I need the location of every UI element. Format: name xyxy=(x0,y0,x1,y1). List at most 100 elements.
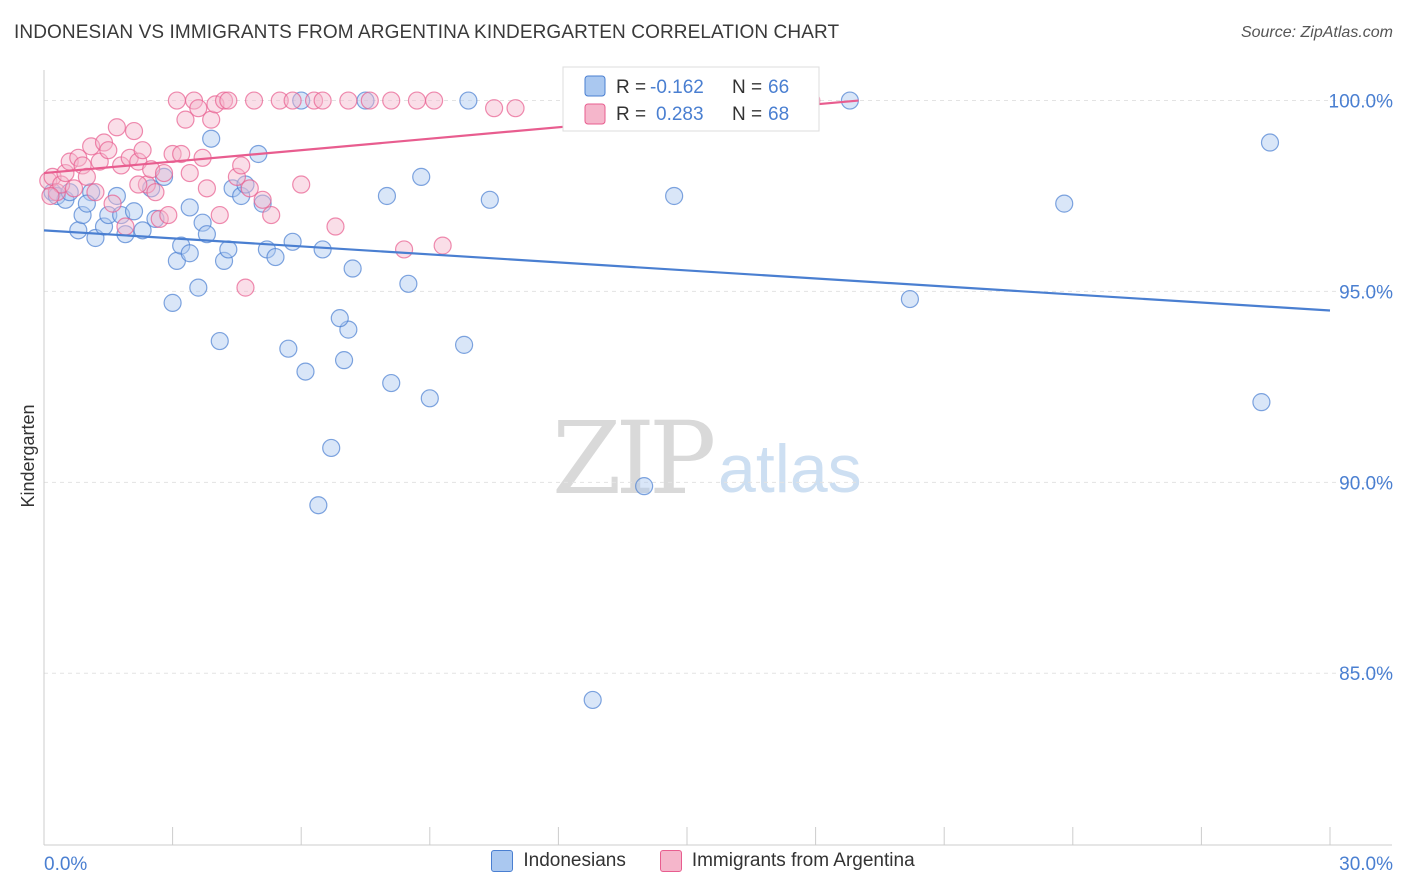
point-indonesians xyxy=(124,202,144,221)
point-indonesians xyxy=(309,496,328,515)
point-argentina xyxy=(339,91,358,110)
point-indonesians xyxy=(99,205,118,225)
point-argentina xyxy=(99,141,118,160)
point-indonesians xyxy=(210,331,229,351)
legend-n-label-2: N = xyxy=(732,104,762,125)
point-indonesians xyxy=(480,190,499,209)
point-argentina xyxy=(167,91,186,110)
point-argentina xyxy=(394,240,414,259)
point-argentina xyxy=(107,118,126,137)
point-indonesians xyxy=(133,221,152,240)
point-indonesians xyxy=(900,289,920,309)
point-indonesians xyxy=(420,389,439,408)
y-tick-label: 85.0% xyxy=(1339,664,1393,685)
point-argentina xyxy=(485,99,504,118)
point-indonesians xyxy=(330,309,349,328)
point-indonesians xyxy=(377,186,397,206)
point-argentina xyxy=(360,91,379,110)
point-indonesians xyxy=(382,373,401,393)
point-argentina xyxy=(150,209,169,228)
legend-r-value-2: 0.283 xyxy=(656,104,704,125)
point-argentina xyxy=(424,91,444,110)
legend-item-indonesians: Indonesians xyxy=(491,850,626,872)
point-argentina xyxy=(86,183,105,202)
legend-label-indonesians: Indonesians xyxy=(523,850,626,871)
point-argentina xyxy=(313,91,332,110)
point-indonesians xyxy=(1252,393,1271,412)
point-argentina xyxy=(77,167,96,186)
point-argentina xyxy=(129,175,148,194)
point-indonesians xyxy=(583,690,602,710)
point-indonesians xyxy=(454,335,474,354)
point-indonesians xyxy=(197,225,216,244)
trend-line-indonesians xyxy=(43,229,1331,312)
legend-swatch-blue xyxy=(584,75,606,97)
series-argentina xyxy=(39,91,821,297)
legend-label-argentina: Immigrants from Argentina xyxy=(691,850,915,871)
legend-r-label-1: R = xyxy=(616,77,646,98)
point-argentina xyxy=(232,156,251,175)
point-indonesians xyxy=(322,438,341,458)
y-tick-label: 100.0% xyxy=(1329,92,1394,113)
point-indonesians xyxy=(313,240,332,259)
point-indonesians xyxy=(412,167,431,186)
point-argentina xyxy=(176,110,195,129)
point-argentina xyxy=(270,91,289,110)
legend-r-value-1: -0.162 xyxy=(650,77,704,98)
point-indonesians xyxy=(189,278,208,297)
point-argentina xyxy=(103,194,122,213)
point-argentina xyxy=(133,141,152,160)
legend-r-label-2: R = xyxy=(616,104,646,125)
source-label: Source: ZipAtlas.com xyxy=(1240,24,1393,41)
point-indonesians xyxy=(343,259,362,278)
point-indonesians xyxy=(665,186,684,206)
legend-item-argentina: Immigrants from Argentina xyxy=(659,850,915,872)
point-indonesians xyxy=(266,247,285,267)
point-argentina xyxy=(283,91,302,110)
point-argentina xyxy=(236,278,255,297)
point-argentina xyxy=(227,167,246,186)
legend-n-value-2: 68 xyxy=(768,104,789,125)
point-argentina xyxy=(146,183,165,202)
point-argentina xyxy=(433,236,452,255)
point-argentina xyxy=(407,91,427,110)
point-argentina xyxy=(180,163,199,183)
legend-swatch-indonesians xyxy=(491,850,514,872)
point-argentina xyxy=(382,91,401,110)
point-argentina xyxy=(197,179,216,198)
point-argentina xyxy=(244,91,264,110)
trend-lines xyxy=(43,99,1331,312)
point-indonesians xyxy=(1260,133,1280,152)
point-indonesians xyxy=(180,244,199,263)
point-indonesians xyxy=(399,274,418,293)
point-indonesians xyxy=(73,205,92,225)
y-tick-labels: 85.0% 90.0% 95.0% 100.0% xyxy=(1329,92,1394,686)
point-indonesians xyxy=(459,91,478,110)
point-argentina xyxy=(219,91,238,110)
watermark-zip: ZIP xyxy=(552,400,716,517)
point-argentina xyxy=(253,190,272,209)
point-indonesians xyxy=(202,129,221,148)
point-indonesians xyxy=(69,221,88,240)
point-indonesians xyxy=(296,362,315,381)
x-tick-label-max: 30.0% xyxy=(1339,854,1393,875)
point-indonesians xyxy=(180,198,199,217)
point-argentina xyxy=(214,91,234,110)
x-tick-label-min: 0.0% xyxy=(44,854,87,875)
series-indonesians xyxy=(43,91,1280,710)
axes xyxy=(43,70,1392,846)
point-argentina xyxy=(124,121,144,141)
point-argentina xyxy=(210,205,229,225)
point-indonesians xyxy=(283,232,302,251)
legend-swatch-argentina xyxy=(659,850,682,872)
point-indonesians xyxy=(334,351,354,370)
point-argentina xyxy=(159,205,178,225)
point-argentina xyxy=(189,99,208,118)
legend-n-value-1: 66 xyxy=(768,77,789,98)
y-tick-label: 95.0% xyxy=(1339,282,1393,303)
point-argentina xyxy=(326,217,345,236)
point-argentina xyxy=(64,179,84,198)
point-indonesians xyxy=(193,213,212,232)
point-indonesians xyxy=(1055,194,1074,213)
legend-n-label-1: N = xyxy=(732,77,762,98)
